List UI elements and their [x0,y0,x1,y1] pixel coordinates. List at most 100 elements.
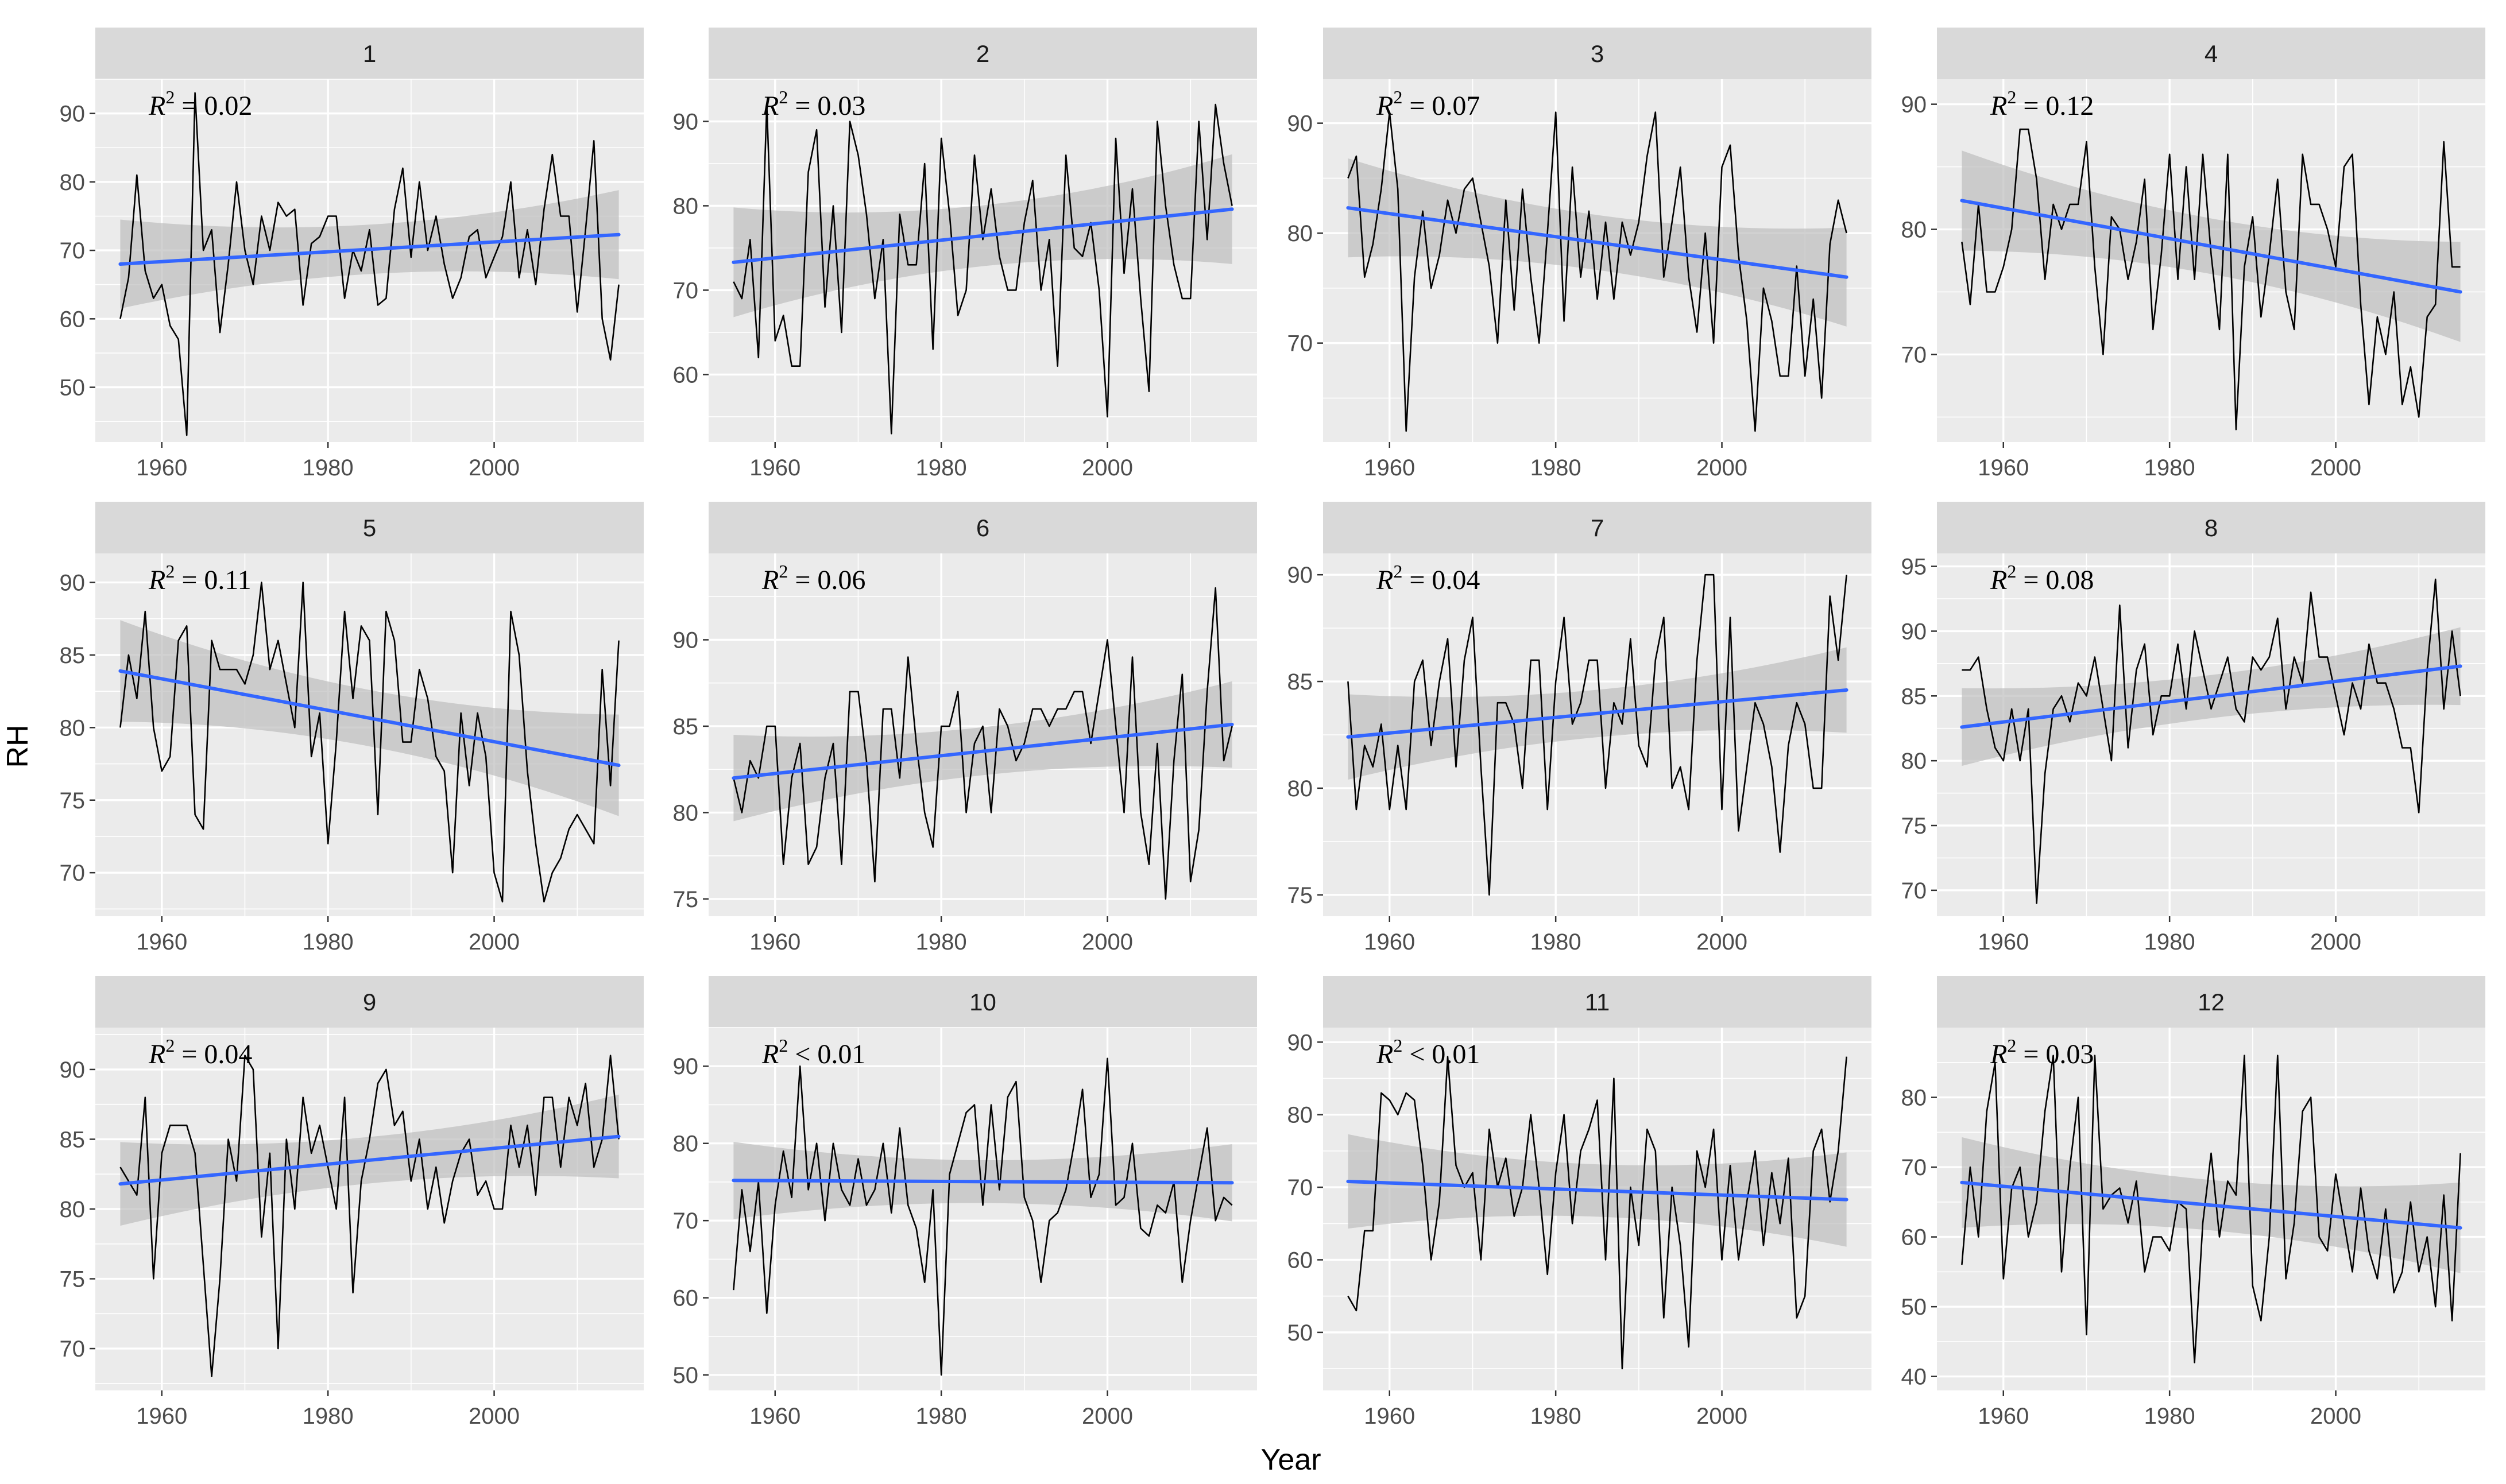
facet-strip [1937,28,2485,79]
x-tick-label: 1960 [1364,929,1415,955]
x-tick-label: 2000 [469,1404,520,1429]
y-tick-label: 70 [1287,1175,1313,1200]
trend-line [1960,199,2462,294]
facet-panel-4: 4 R2 = 0.12 70 80 90 1960 1980 2000 [1901,28,2485,481]
y-tick-label: 75 [1901,813,1927,839]
x-tick-label: 1960 [749,1404,800,1429]
x-tick-label: 1980 [2144,1404,2195,1429]
y-tick-label: 90 [1287,1030,1313,1055]
y-tick-label: 80 [1901,218,1927,243]
facet-panel-1: 1 R2 = 0.02 50 60 70 80 90 1960 1980 2000 [60,28,644,481]
facet-strip [709,502,1257,553]
y-tick-label: 70 [60,861,86,886]
x-tick-label: 1960 [1978,1404,2029,1429]
facet-strip-label: 6 [976,514,989,541]
facet-strip-label: 8 [2205,514,2218,541]
facet-strip-label: 10 [969,989,996,1016]
x-tick-label: 1980 [916,455,967,481]
series-line [1961,1055,2461,1363]
r-squared-label: R2 = 0.11 [148,561,252,595]
x-tick-label: 1960 [136,455,187,481]
r-squared-label: R2 = 0.07 [1376,87,1480,121]
facet-strip-label: 11 [1585,989,1610,1016]
x-tick-label: 1960 [1978,455,2029,481]
y-tick-label: 90 [673,109,699,134]
y-tick-label: 80 [1901,749,1927,774]
y-tick-label: 80 [60,1197,86,1222]
y-tick-label: 50 [1287,1320,1313,1346]
x-tick-label: 2000 [1696,929,1747,955]
y-tick-label: 60 [1901,1225,1927,1250]
y-tick-label: 50 [673,1363,699,1388]
y-tick-label: 75 [60,788,86,813]
series-line [119,582,620,902]
y-tick-label: 85 [60,1127,86,1152]
y-tick-label: 90 [60,1057,86,1083]
series-line [733,103,1233,435]
x-tick-label: 2000 [1696,455,1747,481]
r-squared-label: R2 = 0.03 [761,87,865,121]
facet-strip-label: 3 [1591,40,1604,67]
series-line [1347,574,1847,896]
facet-panel-10: 10 R2 < 0.01 50 60 70 80 90 1960 1980 2000 [673,976,1257,1429]
r-squared-label: R2 = 0.03 [1990,1035,2094,1070]
x-axis-title: Year [1260,1443,1321,1477]
x-tick-label: 1980 [1530,1404,1581,1429]
series-line [119,1055,620,1377]
y-tick-label: 70 [1901,342,1927,367]
y-tick-label: 80 [1901,1086,1927,1111]
facet-panels: 1 R2 = 0.02 50 60 70 80 90 1960 1980 2000 2 R2 = 0.… [60,28,2485,1429]
series-line [733,1057,1233,1376]
trend-line [732,1179,1234,1185]
x-tick-label: 2000 [2310,1404,2361,1429]
series-line [1961,128,2461,431]
y-tick-label: 40 [1901,1365,1927,1390]
facet-panel-6: 6 R2 = 0.06 75 80 85 90 1960 1980 2000 [673,502,1257,955]
y-tick-label: 70 [673,278,699,303]
r-squared-label: R2 = 0.08 [1990,561,2094,595]
facet-strip-label: 12 [2198,989,2225,1016]
y-tick-label: 80 [60,170,86,195]
facet-strip [95,976,644,1028]
y-tick-label: 80 [673,800,699,826]
trend-line [1960,1180,2462,1230]
facet-panel-11: 11 R2 < 0.01 50 60 70 80 90 1960 1980 2000 [1287,976,1871,1429]
facet-panel-8: 8 R2 = 0.08 70 75 80 85 90 95 1960 1980 2000 [1901,502,2485,955]
facet-strip-label: 4 [2205,40,2218,67]
series-line [1347,111,1847,432]
x-tick-label: 1980 [1530,929,1581,955]
y-tick-label: 70 [60,238,86,264]
y-tick-label: 90 [1901,92,1927,118]
x-tick-label: 1980 [916,1404,967,1429]
x-tick-label: 1960 [749,455,800,481]
facet-panel-12: 12 R2 = 0.03 40 50 60 70 80 1960 1980 2000 [1901,976,2485,1429]
facet-strip [1937,976,2485,1028]
x-tick-label: 2000 [2310,455,2361,481]
x-tick-label: 1980 [303,455,354,481]
series-line [733,587,1233,900]
y-tick-label: 90 [60,102,86,127]
r-squared-label: R2 = 0.06 [761,561,865,595]
facet-strip [1323,28,1871,79]
facet-panel-7: 7 R2 = 0.04 75 80 85 90 1960 1980 2000 [1287,502,1871,955]
x-tick-label: 2000 [1082,455,1133,481]
y-tick-label: 80 [1287,221,1313,246]
r-squared-label: R2 < 0.01 [1376,1035,1480,1070]
x-tick-label: 2000 [1696,1404,1747,1429]
trend-line [732,722,1234,780]
x-tick-label: 2000 [469,455,520,481]
facet-strip [709,976,1257,1028]
x-tick-label: 1980 [1530,455,1581,481]
y-tick-label: 85 [1901,684,1927,709]
facet-strip [95,28,644,79]
x-tick-label: 1980 [2144,455,2195,481]
y-tick-label: 90 [1287,111,1313,137]
y-tick-label: 70 [1287,331,1313,357]
y-tick-label: 80 [60,715,86,741]
x-tick-label: 1960 [136,1404,187,1429]
series-line [119,92,620,436]
trend-line [1346,688,1848,739]
facet-strip [95,502,644,553]
gridlines [1937,553,2485,916]
